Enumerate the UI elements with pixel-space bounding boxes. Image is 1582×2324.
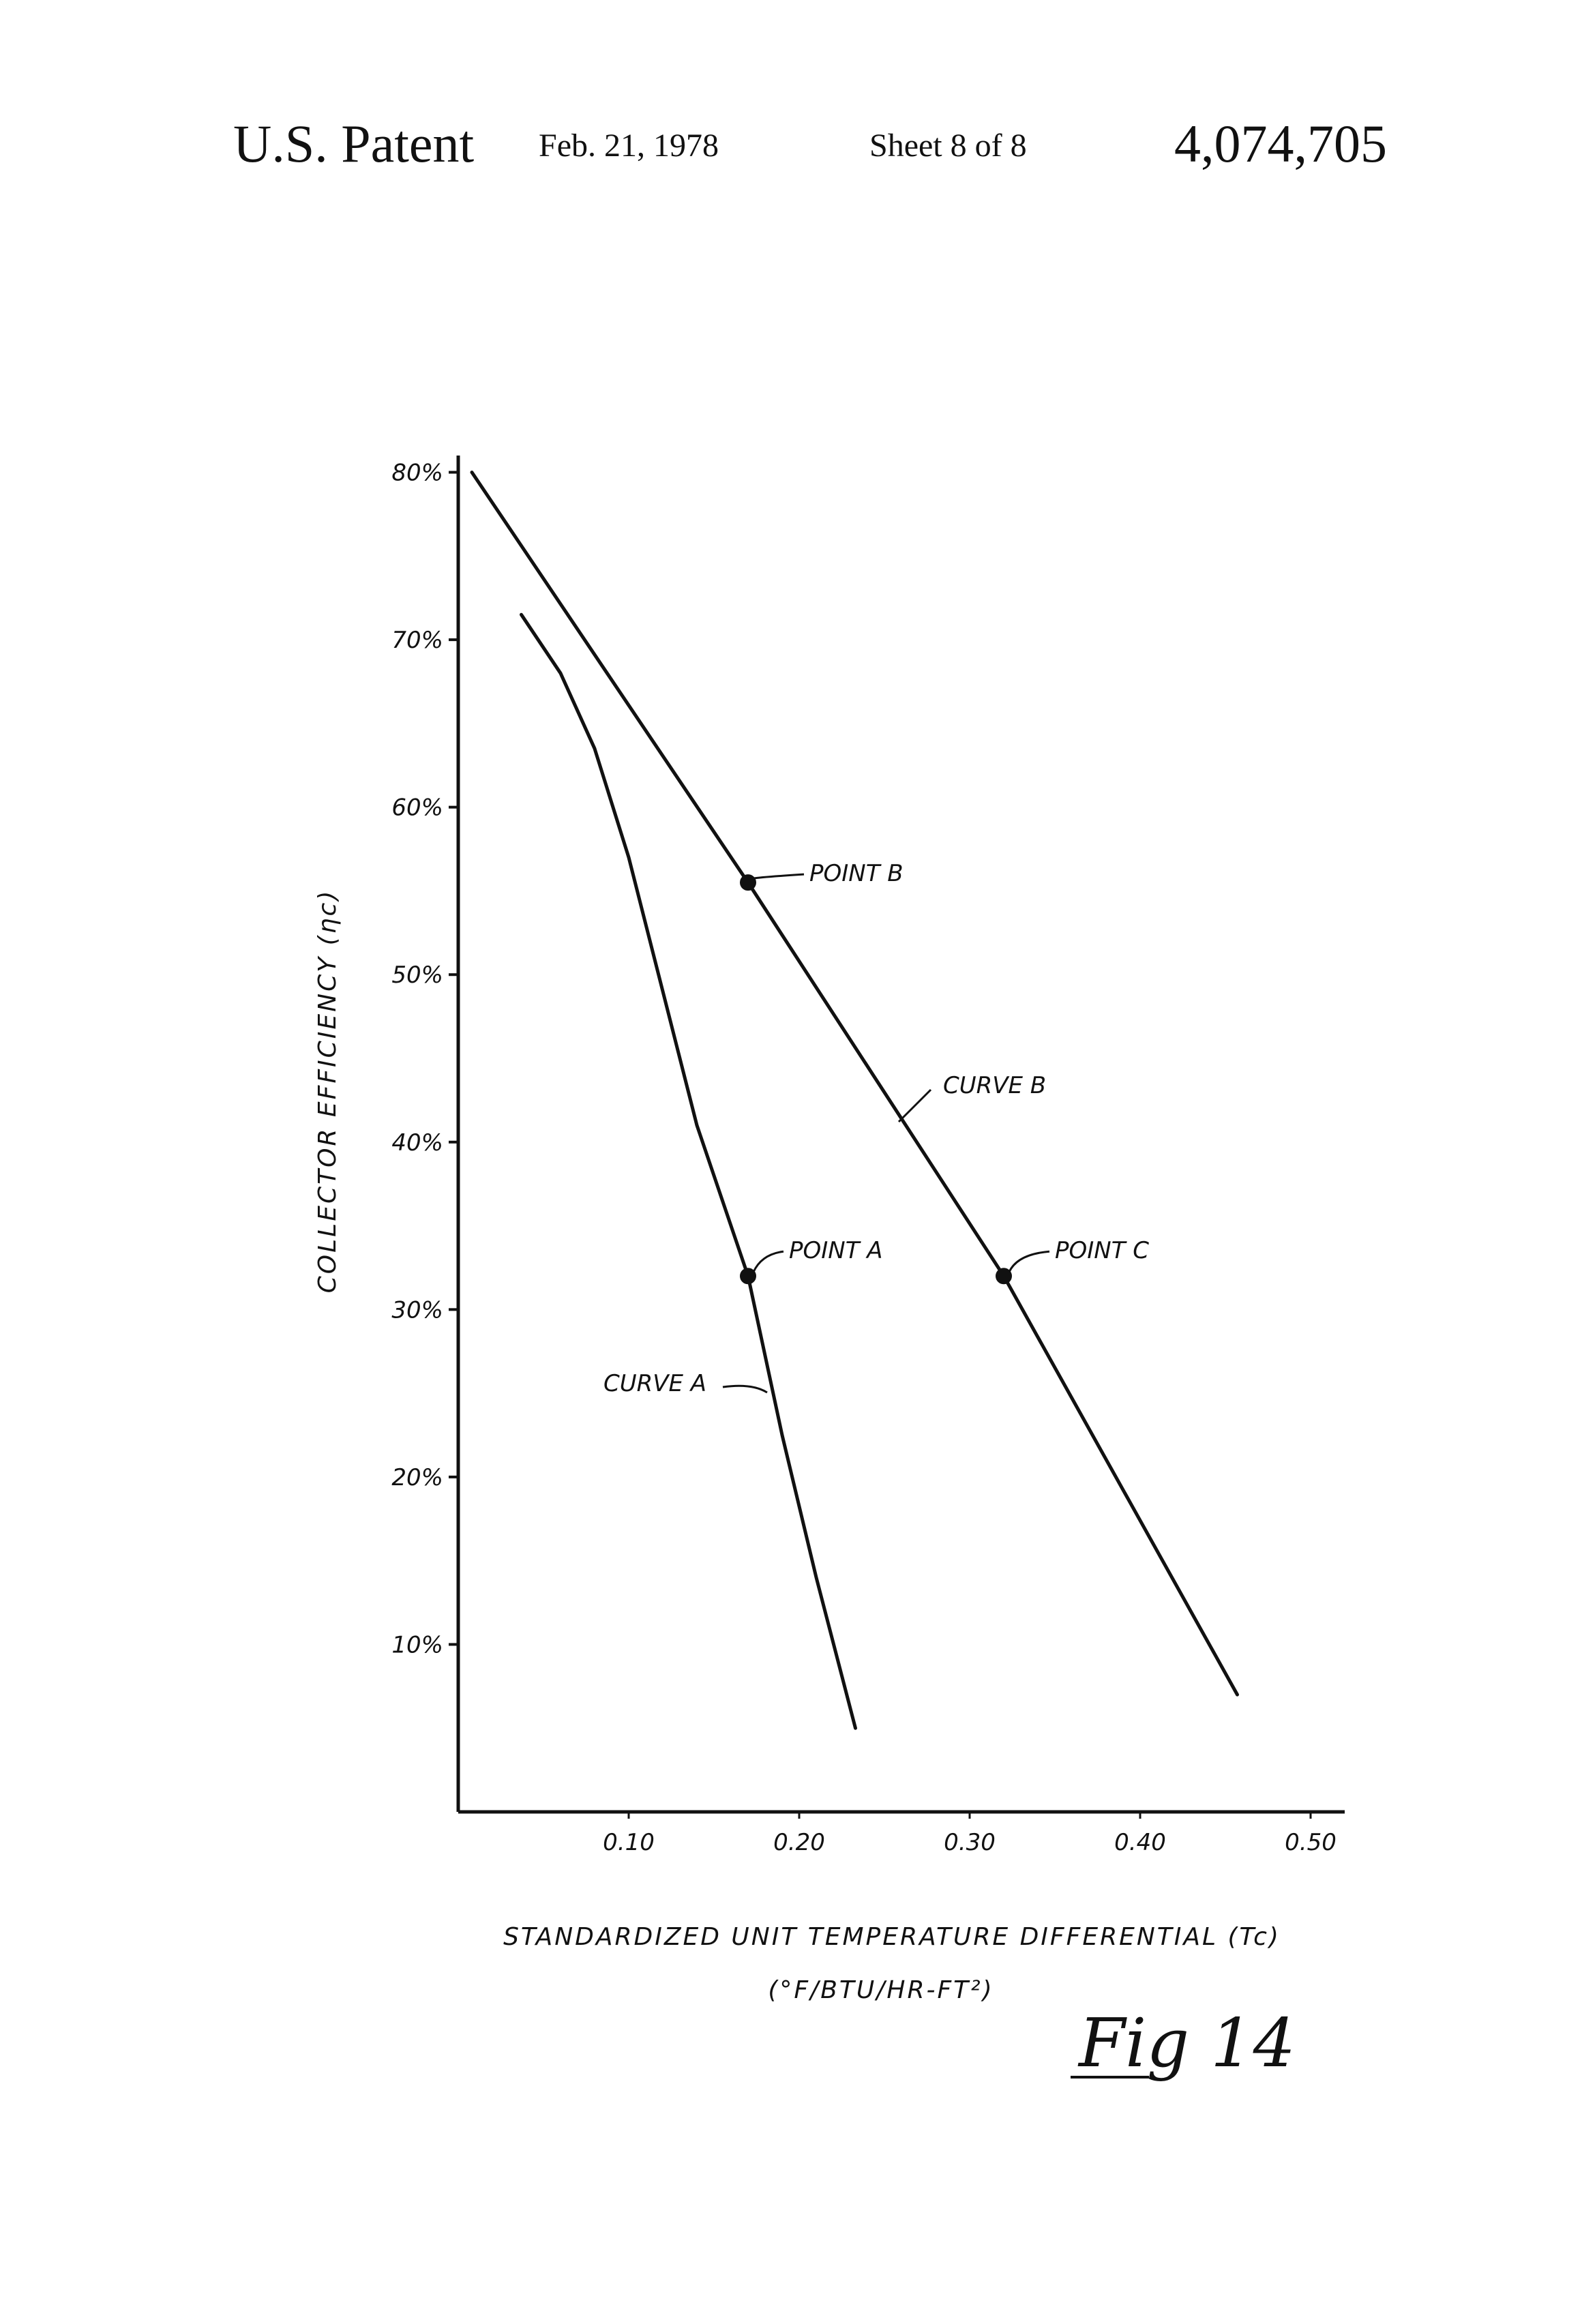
y-tick-label: 50% xyxy=(391,962,443,989)
point-b-marker xyxy=(741,875,756,890)
curve-b-annotation-leader xyxy=(899,1090,931,1122)
x-tick-label: 0.30 xyxy=(944,1829,996,1856)
curve-a-annotation-leader xyxy=(723,1386,767,1392)
y-tick-label: 30% xyxy=(391,1296,443,1324)
y-tick-label: 40% xyxy=(391,1129,443,1157)
x-tick-label: 0.20 xyxy=(773,1829,825,1856)
point-a-leader xyxy=(753,1251,783,1272)
point-c-label: POINT C xyxy=(1055,1237,1149,1264)
y-tick-label: 70% xyxy=(391,627,443,654)
point-b-label: POINT B xyxy=(809,860,904,887)
curve-b-annotation: CURVE B xyxy=(943,1072,1046,1099)
y-axis-label: COLLECTOR EFFICIENCY (ηc) xyxy=(314,889,342,1294)
y-tick-label: 80% xyxy=(391,460,443,487)
y-tick-label: 60% xyxy=(391,794,443,822)
curve-b-line xyxy=(472,473,1238,1695)
point-c-leader xyxy=(1009,1251,1049,1272)
figure-label: Fig 14 xyxy=(1077,2005,1296,2083)
x-axis-units: (°F/BTU/HR-FT²) xyxy=(768,1976,994,2004)
point-a-label: POINT A xyxy=(789,1237,883,1264)
x-tick-label: 0.10 xyxy=(603,1829,655,1856)
y-tick-label: 10% xyxy=(391,1631,443,1658)
x-tick-label: 0.40 xyxy=(1114,1829,1166,1856)
chart-series: CURVE A CURVE B xyxy=(472,473,1238,1729)
chart-ticks: 10% 20% 30% 40% 50% 60% 70% 80% 0.10 0.20 0.30 0.40… xyxy=(391,460,1336,1856)
x-axis-label: STANDARDIZED UNIT TEMPERATURE DIFFERENTI… xyxy=(503,1923,1281,1951)
x-tick-label: 0.50 xyxy=(1285,1829,1337,1856)
curve-a-line xyxy=(522,614,856,1728)
curve-a-annotation: CURVE A xyxy=(603,1370,706,1397)
point-b-leader xyxy=(753,874,804,878)
chart-axes xyxy=(458,456,1345,1812)
y-tick-label: 20% xyxy=(391,1464,443,1491)
